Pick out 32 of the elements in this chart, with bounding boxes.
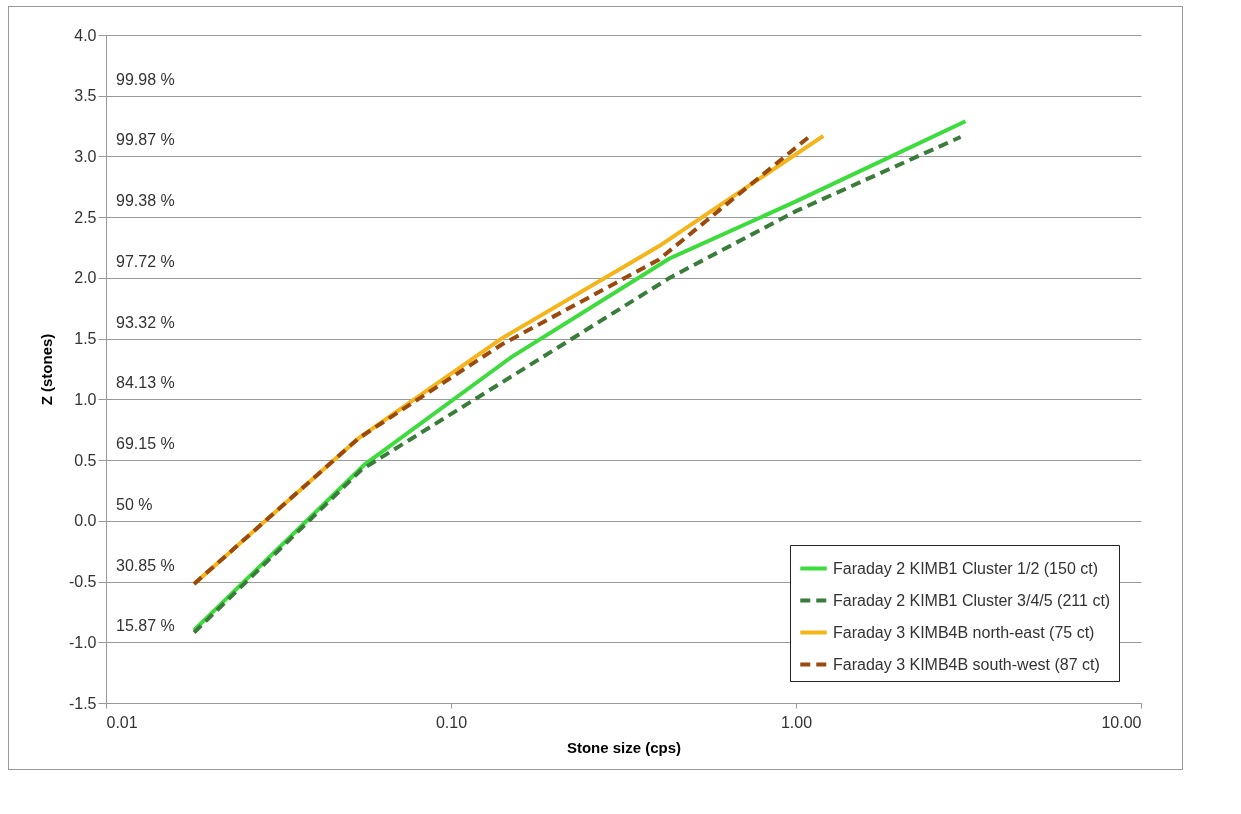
y-tick-label: 0.5 bbox=[74, 451, 97, 469]
x-axis-title: Stone size (cps) bbox=[566, 738, 682, 756]
legend-label: Faraday 3 KIMB4B south-west (87 ct) bbox=[833, 655, 1100, 673]
y-tick-label: 4.0 bbox=[74, 26, 97, 44]
annotation: 30.85 % bbox=[116, 556, 175, 574]
annotation: 69.15 % bbox=[116, 435, 175, 453]
y-axis-title: Z (stones) bbox=[37, 333, 55, 406]
annotation: 99.87 % bbox=[116, 131, 175, 149]
y-tick-label: 0.0 bbox=[74, 512, 97, 530]
y-tick-label: -1.0 bbox=[68, 633, 97, 651]
y-tick-label: -0.5 bbox=[68, 573, 97, 591]
annotation: 50 % bbox=[116, 495, 153, 513]
y-tick-label: 2.5 bbox=[74, 208, 97, 226]
annotation: 99.38 % bbox=[116, 192, 175, 210]
annotation: 97.72 % bbox=[116, 252, 175, 270]
y-tick-label: 3.0 bbox=[74, 147, 97, 165]
y-tick-label: -1.5 bbox=[68, 694, 97, 712]
x-tick-label: 10.00 bbox=[1101, 713, 1142, 731]
y-tick-label: 3.5 bbox=[74, 87, 97, 105]
y-tick-label: 2.0 bbox=[74, 269, 97, 287]
y-tick-label: 1.5 bbox=[74, 330, 97, 348]
x-tick-label: 0.10 bbox=[435, 713, 468, 731]
annotation: 99.98 % bbox=[116, 70, 175, 88]
legend-label: Faraday 3 KIMB4B north-east (75 ct) bbox=[833, 623, 1095, 641]
x-tick-label: 1.00 bbox=[780, 713, 813, 731]
x-tick-label: 0.01 bbox=[106, 713, 138, 731]
legend-label: Faraday 2 KIMB1 Cluster 3/4/5 (211 ct) bbox=[833, 591, 1111, 609]
annotation: 15.87 % bbox=[116, 617, 175, 635]
annotation: 93.32 % bbox=[116, 313, 175, 331]
y-tick-label: 1.0 bbox=[74, 390, 97, 408]
legend-label: Faraday 2 KIMB1 Cluster 1/2 (150 ct) bbox=[833, 559, 1098, 577]
annotation: 84.13 % bbox=[116, 374, 175, 392]
